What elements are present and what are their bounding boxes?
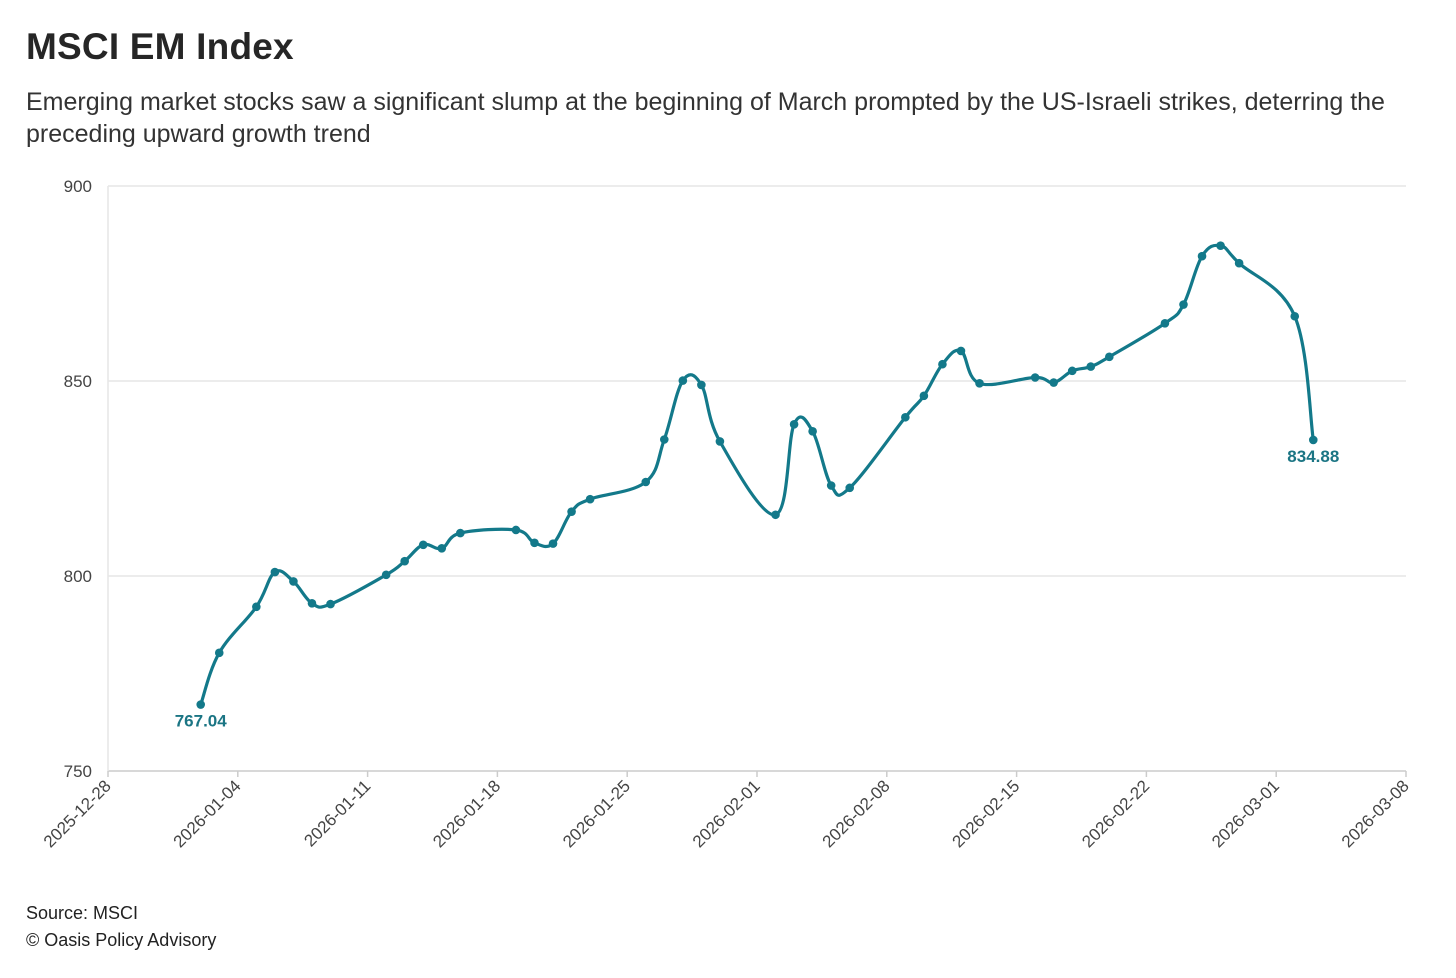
data-point <box>400 556 409 566</box>
data-point <box>641 477 651 487</box>
data-point <box>808 427 817 436</box>
data-point <box>1216 241 1225 250</box>
data-point <box>956 346 966 356</box>
data-point <box>196 700 206 709</box>
x-tick-label: 2025-12-28 <box>40 776 115 851</box>
x-tick-label: 2026-02-08 <box>819 776 894 851</box>
series-line <box>199 243 1315 706</box>
data-point <box>456 528 465 538</box>
x-tick-label: 2026-01-04 <box>170 776 245 851</box>
axis-layer: 750 800 850 900 2025-12-28 2026-01-04 2026-01-… <box>40 177 1413 851</box>
data-point <box>1308 435 1318 445</box>
data-point <box>1067 366 1077 376</box>
y-tick-label: 750 <box>64 762 92 781</box>
data-point <box>289 577 298 586</box>
data-point <box>1197 251 1207 261</box>
y-tick-label: 850 <box>64 372 92 391</box>
data-point <box>826 481 836 490</box>
data-point <box>381 570 391 580</box>
x-tick-label: 2026-01-25 <box>559 776 634 851</box>
data-point <box>1160 318 1170 328</box>
data-point <box>1086 362 1096 371</box>
data-point <box>1290 311 1300 321</box>
data-point <box>975 379 984 388</box>
data-point <box>437 544 447 553</box>
data-point <box>1049 378 1058 387</box>
data-point <box>678 376 688 385</box>
x-tick-label: 2026-03-01 <box>1208 776 1283 851</box>
data-point <box>1179 300 1188 309</box>
x-tick-label: 2026-02-22 <box>1078 776 1153 851</box>
data-point <box>1105 352 1114 362</box>
data-point <box>715 437 725 446</box>
x-tick-label: 2026-03-08 <box>1338 776 1413 851</box>
data-point <box>548 539 558 548</box>
chart-title: MSCI EM Index <box>26 26 294 67</box>
data-point <box>789 419 799 429</box>
data-point <box>659 435 669 444</box>
data-point <box>919 391 929 401</box>
source-note: Source: MSCI <box>26 903 139 923</box>
data-point <box>938 359 947 369</box>
y-tick-label: 800 <box>64 567 92 586</box>
x-tick-label: 2026-01-11 <box>300 776 374 850</box>
x-tick-label: 2026-02-01 <box>689 776 764 851</box>
data-label: 834.88 <box>1287 447 1339 466</box>
data-point <box>1234 258 1244 268</box>
copyright-note: © Oasis Policy Advisory <box>26 930 217 950</box>
data-point <box>1030 373 1040 382</box>
data-point <box>511 525 521 535</box>
data-point <box>901 412 910 422</box>
data-point <box>697 380 706 390</box>
data-point <box>214 648 224 658</box>
y-tick-label: 900 <box>64 177 92 196</box>
data-label: 767.04 <box>175 712 228 731</box>
data-point <box>252 602 261 612</box>
data-point <box>567 507 576 516</box>
data-point <box>530 538 539 548</box>
series-layer <box>196 241 1318 709</box>
data-point <box>585 494 595 504</box>
data-point <box>771 510 780 520</box>
x-tick-label: 2026-01-18 <box>429 776 504 851</box>
data-point <box>270 567 280 577</box>
chart-subtitle: Emerging market stocks saw a significant… <box>26 88 1385 148</box>
data-point <box>307 599 317 608</box>
data-point <box>326 599 335 609</box>
label-layer: 767.04 834.88 <box>175 447 1340 731</box>
grid-layer <box>107 185 1406 772</box>
data-point <box>845 483 855 493</box>
x-tick-label: 2026-02-15 <box>948 776 1023 851</box>
data-point <box>418 540 428 550</box>
